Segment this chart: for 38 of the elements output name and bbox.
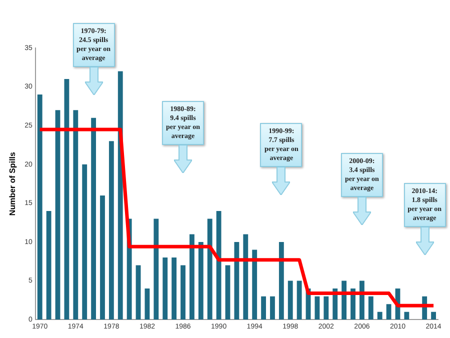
bar: [324, 296, 329, 320]
bar: [216, 210, 222, 320]
bar: [296, 280, 302, 320]
bar: [46, 210, 52, 320]
bar: [180, 265, 186, 320]
bar: [108, 141, 114, 320]
bar: [64, 79, 70, 320]
bar: [261, 296, 266, 320]
bar: [154, 218, 159, 320]
bar: [243, 234, 248, 320]
bar: [207, 218, 212, 320]
bar: [73, 110, 78, 320]
bar: [162, 258, 168, 320]
bar: [190, 234, 194, 320]
bar: [377, 312, 382, 320]
bar: [288, 280, 293, 320]
bar: [278, 242, 284, 320]
bar: [332, 288, 338, 320]
bar: [225, 265, 230, 320]
bar: [100, 195, 105, 320]
bar: [404, 312, 410, 320]
bar: [91, 118, 96, 320]
bar: [82, 164, 88, 320]
bar: [342, 280, 347, 320]
bar: [37, 94, 42, 320]
bar: [172, 258, 177, 320]
bar: [198, 242, 204, 320]
bar: [234, 242, 240, 320]
bar: [270, 296, 275, 320]
bar: [314, 296, 320, 320]
bar: [386, 304, 392, 320]
bar: [55, 110, 60, 320]
bar: [431, 312, 436, 320]
bar: [136, 265, 141, 320]
bar: [144, 288, 150, 320]
y-axis-title: Number of Spills: [8, 151, 18, 216]
bar: [252, 250, 258, 320]
bar: [368, 296, 374, 320]
